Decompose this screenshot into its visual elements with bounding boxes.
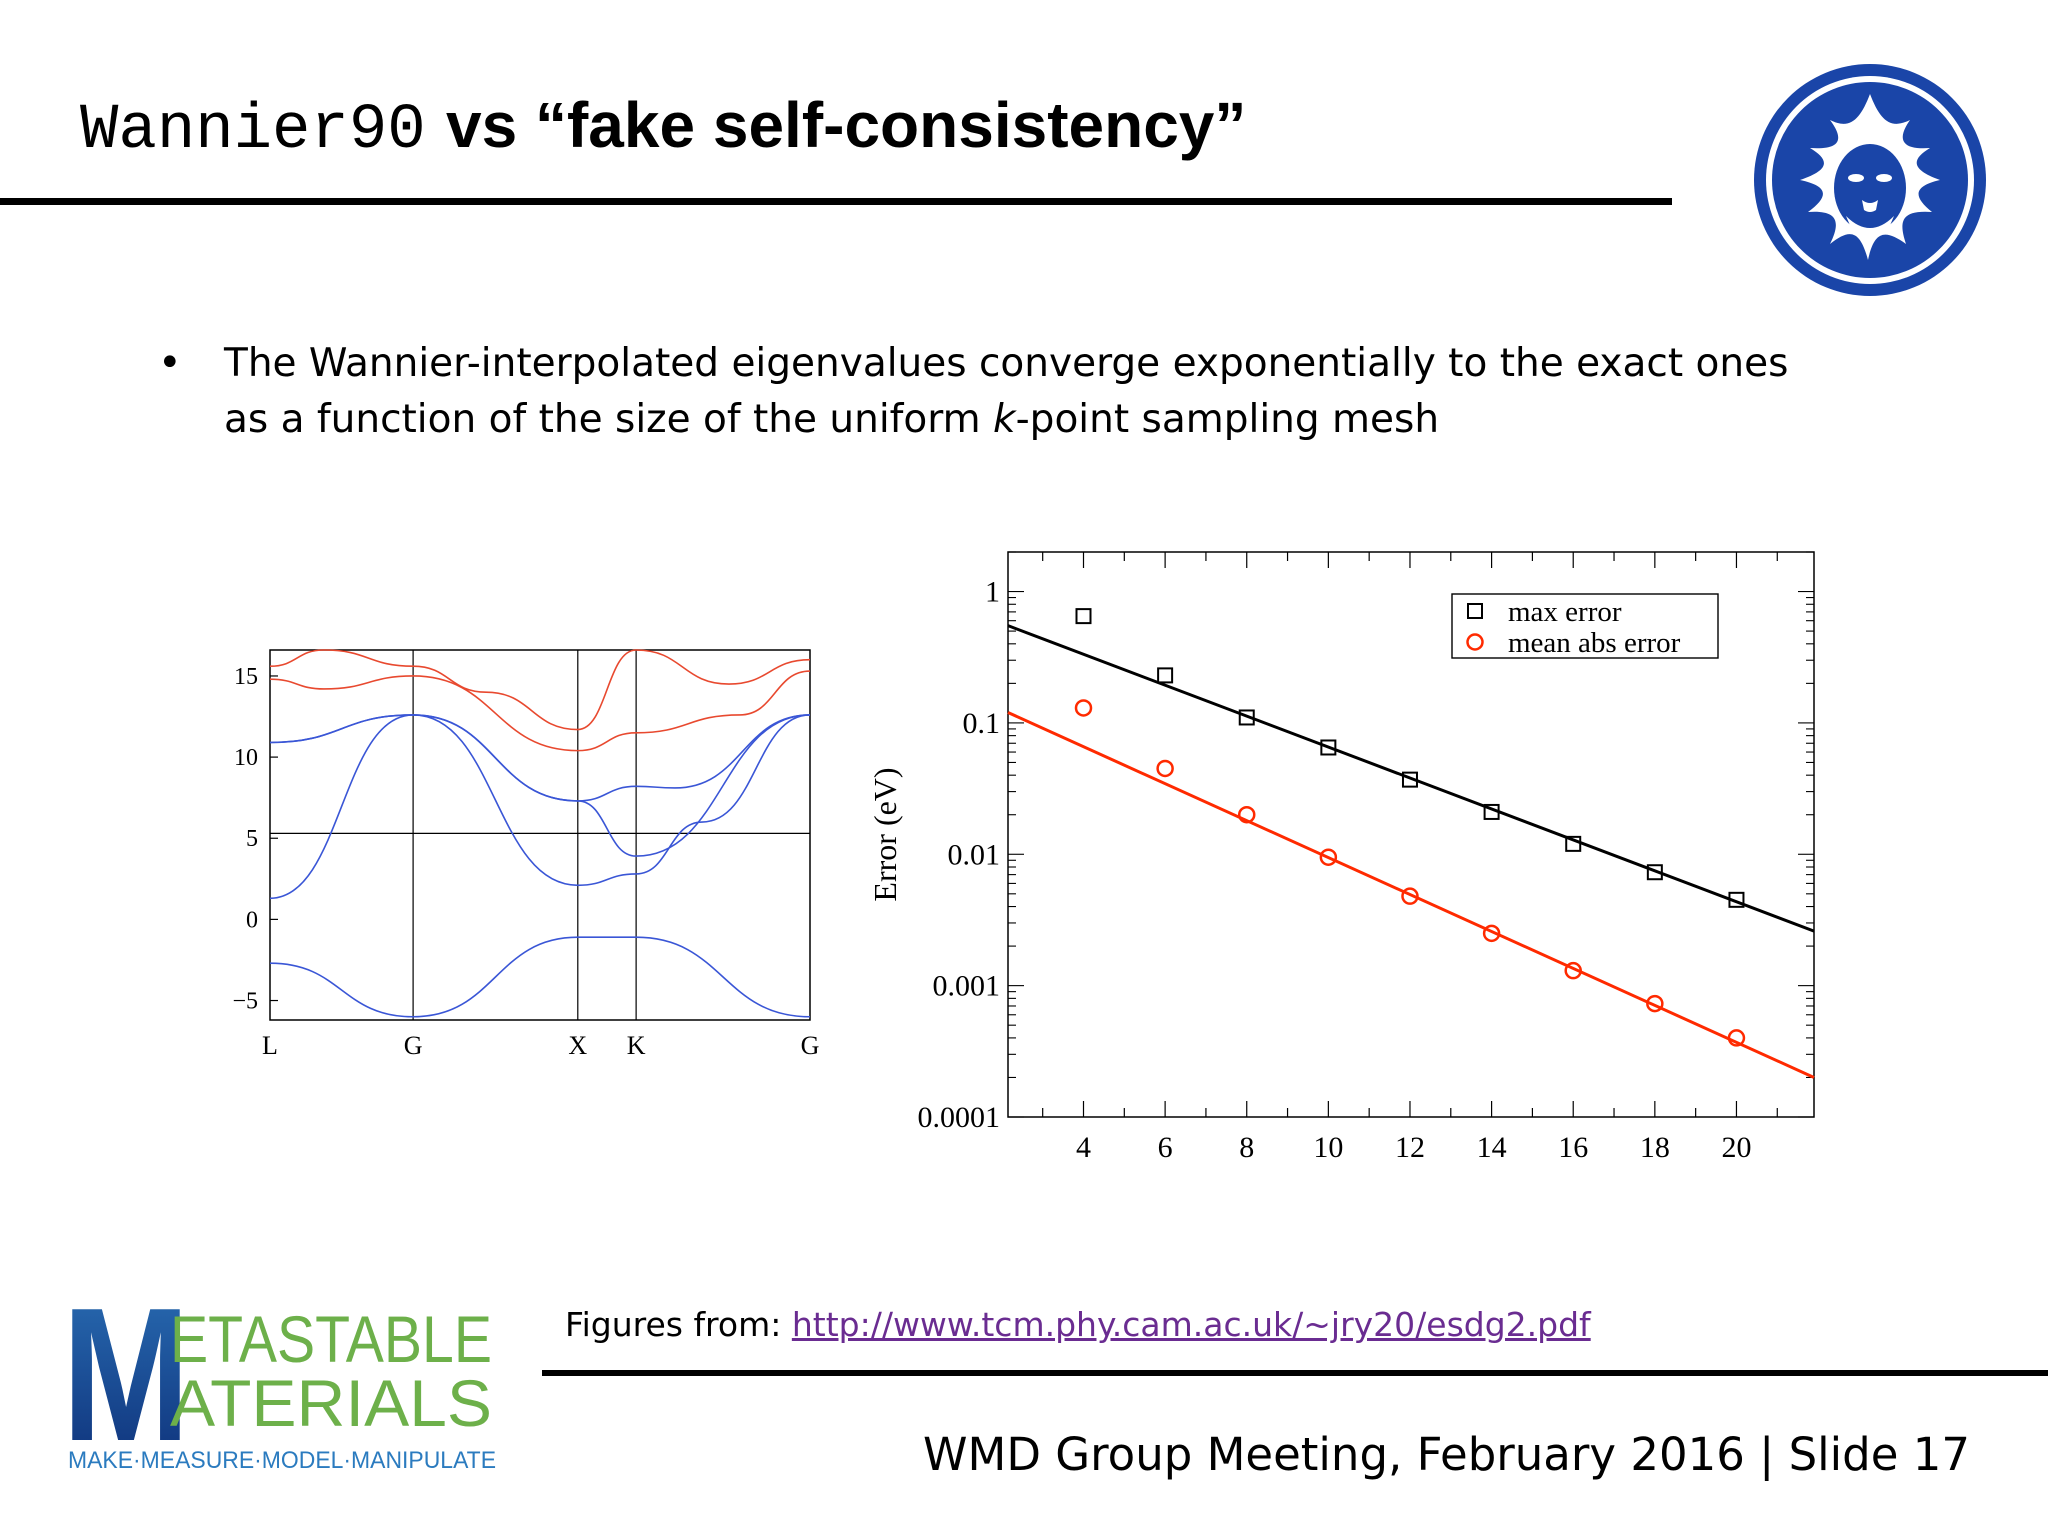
band-line-band2: [269, 714, 811, 900]
legend-marker-max-error: [1467, 603, 1483, 619]
figure-credit: Figures from: http://www.tcm.phy.cam.ac.…: [565, 1305, 1591, 1344]
data-point-mean-abs-error: [1156, 759, 1174, 778]
data-point-max-error: [1483, 803, 1500, 820]
data-point-mean-abs-error: [1646, 994, 1664, 1013]
title-divider: [0, 198, 1672, 205]
data-point-mean-abs-error: [1564, 961, 1582, 980]
data-point-mean-abs-error: [1727, 1029, 1746, 1047]
band-line-band1: [269, 936, 811, 1018]
bullet-text-start: The Wannier-interpolated eigenvalues con…: [224, 341, 1789, 442]
data-point-mean-abs-error: [1074, 699, 1093, 717]
title-rest: vs “fake self-consistency”: [446, 89, 1247, 161]
band-x-tick-label: L: [262, 1031, 278, 1060]
band-structure-chart: L G X K G 15 10 5 0 −5: [232, 649, 820, 1060]
error-x-tick-label: 16: [1558, 1131, 1588, 1160]
data-point-mean-abs-error: [1319, 848, 1338, 866]
bullet-text: The Wannier-interpolated eigenvalues con…: [224, 336, 1824, 448]
logo-line1: ETASTABLE: [170, 1302, 492, 1376]
data-point-max-error: [1320, 739, 1337, 756]
data-point-max-error: [1565, 835, 1582, 852]
university-seal-icon: [1754, 64, 1986, 296]
footer-divider: [542, 1370, 2048, 1376]
data-point-mean-abs-error: [1401, 887, 1419, 905]
error-convergence-chart: 4 6 8 10 12 14 16 18 20 1 0.1 0.01 0.001 0.0001 Error …: [867, 551, 1815, 1160]
band-x-tick-label: X: [568, 1031, 587, 1060]
logo-tagline: MAKE·MEASURE·MODEL·MANIPULATE: [68, 1447, 496, 1474]
error-x-tick-label: 10: [1313, 1131, 1343, 1160]
data-point-mean-abs-error: [1482, 924, 1501, 943]
data-point-max-error: [1157, 667, 1174, 684]
band-x-tick-label: G: [801, 1031, 820, 1060]
credit-link[interactable]: http://www.tcm.phy.cam.ac.uk/~jry20/esdg…: [791, 1305, 1591, 1344]
fit-line-max-error: [1007, 624, 1815, 933]
band-y-tick-label: 5: [246, 826, 258, 852]
band-plot-frame: [269, 649, 811, 1021]
error-x-tick-label: 12: [1395, 1131, 1425, 1160]
error-y-tick-label: 0.1: [963, 707, 1001, 740]
band-y-tick-label: 15: [234, 664, 258, 690]
bullet-text-k: k: [993, 397, 1016, 442]
logo-big-m: M: [62, 1300, 190, 1480]
band-line-band6: [269, 649, 811, 731]
band-line-band5: [269, 670, 811, 752]
title-code: Wannier90: [80, 95, 426, 167]
data-point-max-error: [1238, 709, 1255, 726]
error-x-tick-label: 14: [1477, 1131, 1507, 1160]
error-y-axis-label: Error (eV): [867, 767, 903, 901]
error-x-tick-label: 18: [1640, 1131, 1670, 1160]
error-x-tick-label: 8: [1239, 1131, 1254, 1160]
legend-label: max error: [1508, 596, 1622, 628]
credit-label: Figures from:: [565, 1305, 792, 1344]
band-line-band3: [269, 714, 811, 857]
data-point-max-error: [1728, 891, 1745, 908]
data-point-max-error: [1075, 608, 1092, 625]
error-x-tick-label: 6: [1158, 1131, 1173, 1160]
legend-box: [1451, 593, 1719, 659]
legend-marker-mean-abs-error: [1466, 633, 1484, 651]
band-x-tick-label: G: [404, 1031, 423, 1060]
band-line-band4: [269, 714, 811, 802]
error-x-tick-label: 4: [1076, 1131, 1091, 1160]
error-y-tick-label: 1: [985, 576, 1000, 609]
band-y-tick-label: 10: [234, 745, 258, 771]
data-point-mean-abs-error: [1237, 805, 1256, 824]
fit-line-mean-abs-error: [1007, 711, 1815, 1079]
bullet-text-end: -point sampling mesh: [1015, 397, 1440, 442]
logo-line2: ATERIALS: [170, 1366, 492, 1440]
band-x-tick-label: K: [627, 1031, 646, 1060]
band-y-tick-label: 0: [246, 907, 258, 933]
legend-label: mean abs error: [1508, 627, 1681, 659]
metastable-materials-logo: M ETASTABLE ATERIALS MAKE·MEASURE·MODEL·…: [62, 1300, 496, 1480]
error-y-tick-label: 0.01: [948, 838, 1001, 871]
bullet-marker: •: [158, 340, 182, 386]
data-point-max-error: [1401, 771, 1418, 788]
error-x-tick-label: 20: [1721, 1131, 1751, 1160]
slide-footer: WMD Group Meeting, February 2016 | Slide…: [923, 1428, 1970, 1481]
error-y-tick-label: 0.001: [933, 970, 1001, 1003]
error-y-tick-label: 0.0001: [918, 1101, 1001, 1134]
band-y-tick-label: −5: [232, 989, 258, 1015]
data-point-max-error: [1646, 864, 1663, 881]
slide-title: Wannier90 vs “fake self-consistency”: [80, 88, 1246, 167]
